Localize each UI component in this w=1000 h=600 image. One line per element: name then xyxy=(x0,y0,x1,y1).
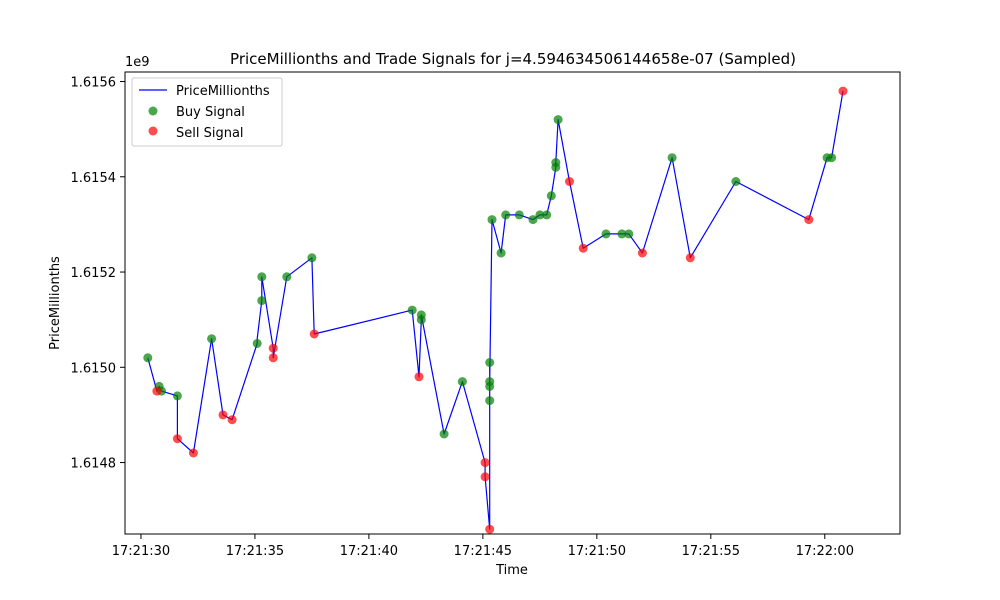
legend-label-sell: Sell Signal xyxy=(176,126,244,141)
buy-signal-point xyxy=(485,358,495,367)
buy-signal-point xyxy=(252,339,262,348)
buy-signal-point xyxy=(535,210,545,220)
buy-signal-point xyxy=(207,334,217,344)
y-tick-label: 1.6150 xyxy=(71,361,117,376)
buy-signal-point xyxy=(528,215,538,225)
sell-signal-point xyxy=(227,415,237,425)
sell-signal-point xyxy=(637,248,647,258)
x-tick-label: 17:21:45 xyxy=(454,544,512,559)
sell-signal-point xyxy=(188,448,198,458)
y-tick-label: 1.6152 xyxy=(71,266,117,281)
sell-signal-point xyxy=(578,243,588,253)
buy-signal-point xyxy=(546,191,556,201)
legend: PriceMillionths Buy Signal Sell Signal xyxy=(131,77,283,147)
x-axis-label: Time xyxy=(495,563,528,578)
buy-signal-point xyxy=(624,229,634,239)
x-tick-label: 17:21:35 xyxy=(226,544,284,559)
buy-signal-point xyxy=(617,229,627,239)
sell-signal-point xyxy=(309,329,319,339)
y-tick-label: 1.6148 xyxy=(71,457,117,472)
buy-signal-point xyxy=(307,253,317,263)
y-axis: 1.6148 1.6150 1.6152 1.6154 1.6156 xyxy=(71,76,125,472)
buy-signal-point xyxy=(542,210,552,220)
legend-box xyxy=(131,77,283,147)
sell-signal-layer xyxy=(152,86,848,534)
sell-signal-point xyxy=(268,353,278,363)
sell-signal-point xyxy=(218,410,228,420)
buy-signal-point xyxy=(282,272,292,282)
legend-buy-swatch xyxy=(148,106,158,116)
buy-signal-point xyxy=(143,353,153,363)
buy-signal-point xyxy=(439,429,449,439)
y-offset-label: 1e9 xyxy=(125,55,150,70)
sell-signal-point xyxy=(480,458,490,468)
y-tick-label: 1.6156 xyxy=(71,76,117,91)
buy-signal-point xyxy=(407,305,417,315)
sell-signal-point xyxy=(838,86,848,96)
buy-signal-point xyxy=(667,153,677,163)
legend-sell-swatch xyxy=(148,126,158,136)
buy-signal-point xyxy=(416,310,426,320)
x-tick-label: 17:21:50 xyxy=(568,544,626,559)
x-axis: 17:21:30 17:21:35 17:21:40 17:21:45 17:21:50… xyxy=(112,534,854,559)
sell-signal-point xyxy=(485,524,495,534)
buy-signal-point xyxy=(257,272,267,282)
sell-signal-point xyxy=(414,372,424,382)
plot-area xyxy=(125,72,900,534)
buy-signal-point xyxy=(485,396,495,406)
x-tick-label: 17:21:55 xyxy=(682,544,740,559)
buy-signal-point xyxy=(551,158,561,167)
x-tick-label: 17:21:30 xyxy=(112,544,170,559)
sell-signal-point xyxy=(685,253,695,263)
buy-signal-point xyxy=(487,215,497,225)
buy-signal-point xyxy=(485,377,495,387)
legend-label-price: PriceMillionths xyxy=(176,84,270,99)
buy-signal-point xyxy=(731,177,741,186)
y-axis-label: PriceMillionths xyxy=(48,256,63,350)
chart-title: PriceMillionths and Trade Signals for j=… xyxy=(230,50,796,68)
buy-signal-point xyxy=(457,377,467,387)
sell-signal-point xyxy=(172,434,182,444)
y-tick-label: 1.6154 xyxy=(71,171,117,186)
buy-signal-point xyxy=(601,229,611,239)
sell-signal-point xyxy=(804,215,814,225)
buy-signal-point xyxy=(827,153,837,163)
sell-signal-point xyxy=(565,177,574,186)
buy-signal-point xyxy=(257,296,267,306)
buy-signal-point xyxy=(514,210,524,220)
x-tick-label: 17:22:00 xyxy=(796,544,854,559)
buy-signal-point xyxy=(172,391,182,401)
legend-label-buy: Buy Signal xyxy=(176,105,245,120)
buy-signal-point xyxy=(553,115,563,125)
buy-signal-point xyxy=(501,210,511,220)
plot-frame xyxy=(124,71,901,535)
buy-signal-point xyxy=(496,248,506,258)
sell-signal-point xyxy=(152,386,162,396)
x-tick-label: 17:21:40 xyxy=(340,544,398,559)
sell-signal-point xyxy=(480,472,490,482)
buy-signal-layer xyxy=(143,115,837,439)
sell-signal-point xyxy=(268,343,278,353)
